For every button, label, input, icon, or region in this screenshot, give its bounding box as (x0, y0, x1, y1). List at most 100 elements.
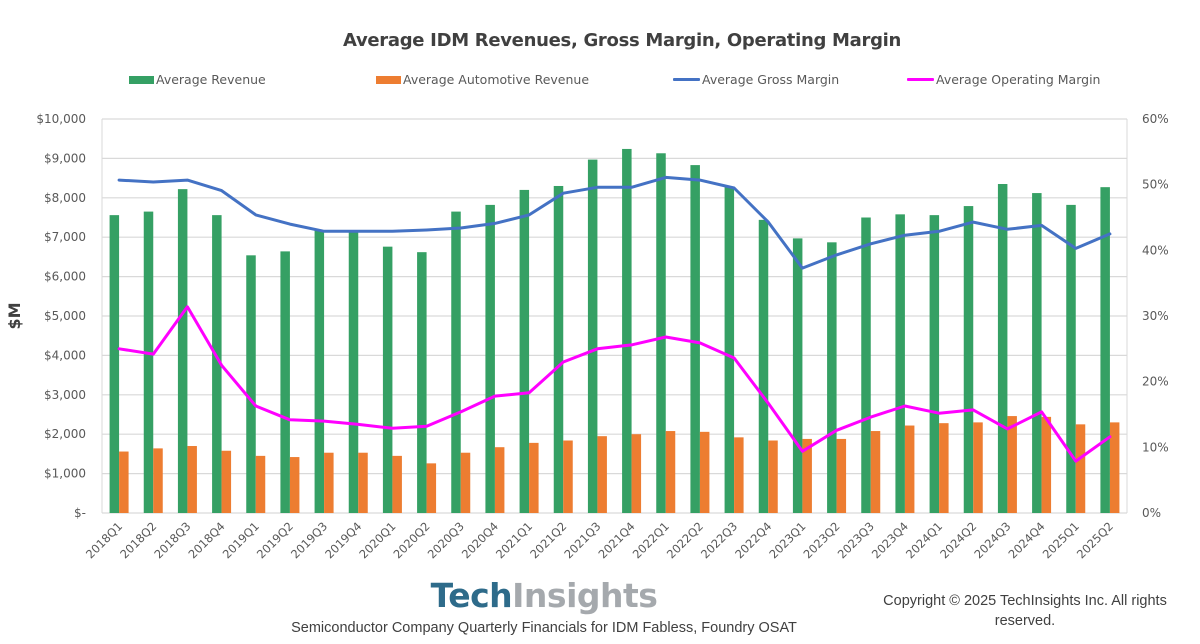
y2-tick-label: 40% (1142, 243, 1169, 257)
x-tick-label: 2020Q1 (356, 519, 398, 561)
line-average-operating-margin (117, 305, 1112, 463)
legend-label: Average Operating Margin (936, 72, 1101, 87)
x-tick-label: 2022Q1 (630, 519, 672, 561)
bar-average-automotive-revenue (939, 423, 949, 513)
x-tick-label: 2022Q4 (732, 519, 774, 561)
bar-average-revenue (622, 148, 632, 513)
bar-average-revenue (929, 215, 940, 514)
y2-tick-label: 10% (1142, 440, 1169, 454)
bar-average-revenue (519, 189, 530, 514)
bar-average-revenue (485, 204, 495, 513)
x-tick-label: 2025Q1 (1040, 519, 1082, 561)
y-tick-label: $9,000 (44, 151, 86, 165)
y-tick-label: $2,000 (44, 427, 86, 441)
y2-tick-label: 0% (1142, 506, 1161, 520)
bar-average-automotive-revenue (699, 431, 710, 513)
bar-average-automotive-revenue (1041, 416, 1052, 513)
copyright-notice: Copyright © 2025 TechInsights Inc. All r… (883, 593, 1167, 629)
y-tick-label: $3,000 (44, 388, 86, 402)
logo-insights: Insights (512, 576, 658, 615)
bar-average-revenue (314, 230, 325, 513)
footer-subtitle: Semiconductor Company Quarterly Financia… (291, 620, 797, 636)
bar-average-revenue (997, 184, 1008, 513)
y-tick-label: $- (74, 506, 86, 520)
bar-average-automotive-revenue (324, 452, 334, 513)
legend-swatch-magenta-line (907, 78, 934, 81)
y2-tick-label: 30% (1142, 309, 1169, 323)
bar-average-revenue (656, 153, 666, 513)
legend-label: Average Gross Margin (702, 72, 840, 87)
x-tick-label: 2024Q4 (1006, 519, 1048, 561)
bar-average-revenue (861, 217, 871, 513)
legend-item-average-revenue[interactable]: Average Revenue (129, 72, 266, 87)
bar-average-revenue (724, 187, 735, 514)
bar-average-revenue (963, 206, 974, 513)
bar-average-revenue (690, 165, 700, 513)
bar-average-revenue (1032, 193, 1042, 513)
bars (109, 148, 1120, 514)
x-tick-label: 2018Q2 (117, 519, 159, 561)
line-average-gross-margin (117, 175, 1112, 270)
bar-average-revenue (758, 219, 769, 513)
legend-item-average-operating-margin[interactable]: Average Operating Margin (907, 72, 1100, 87)
bar-average-revenue (1100, 187, 1110, 514)
bar-average-revenue (451, 211, 461, 513)
bar-average-revenue (109, 215, 120, 514)
bar-average-automotive-revenue (734, 437, 744, 513)
bar-average-automotive-revenue (904, 425, 915, 513)
legend-item-average-gross-margin[interactable]: Average Gross Margin (673, 72, 839, 87)
bar-average-automotive-revenue (358, 452, 368, 513)
bar-average-automotive-revenue (1109, 422, 1120, 513)
bar-average-automotive-revenue (768, 440, 778, 513)
bar-average-revenue (553, 185, 564, 514)
bar-average-revenue (587, 159, 598, 513)
y-tick-label: $7,000 (44, 230, 86, 244)
bar-average-revenue (246, 255, 256, 513)
bar-average-automotive-revenue (563, 440, 573, 513)
legend-swatch-orange-bar (376, 75, 401, 84)
bar-average-automotive-revenue (426, 463, 437, 513)
bar-average-revenue (895, 214, 905, 513)
bar-average-automotive-revenue (973, 422, 983, 513)
x-tick-label: 2024Q3 (971, 519, 1013, 561)
x-tick-label: 2024Q2 (937, 519, 979, 561)
y-tick-label: $6,000 (44, 270, 86, 284)
x-tick-label: 2018Q3 (151, 519, 193, 561)
bar-average-automotive-revenue (221, 450, 232, 513)
y-tick-label: $1,000 (44, 467, 86, 481)
bar-average-automotive-revenue (255, 455, 266, 513)
x-tick-label: 2021Q3 (561, 519, 603, 561)
bar-average-revenue (382, 246, 393, 513)
x-tick-label: 2025Q2 (1074, 519, 1116, 561)
bar-average-automotive-revenue (187, 446, 197, 513)
bar-average-revenue (417, 252, 427, 513)
bar-average-revenue (1066, 204, 1076, 513)
bar-average-revenue (348, 231, 359, 514)
bar-average-automotive-revenue (289, 457, 300, 513)
x-tick-label: 2021Q4 (596, 519, 638, 561)
x-tick-label: 2020Q3 (425, 519, 467, 561)
bar-average-automotive-revenue (631, 434, 642, 513)
x-tick-label: 2021Q2 (527, 519, 569, 561)
techinsights-logo: TechInsights (0, 576, 1088, 615)
x-tick-label: 2024Q1 (903, 519, 945, 561)
chart-title: Average IDM Revenues, Gross Margin, Oper… (342, 30, 902, 51)
y-tick-label: $4,000 (44, 348, 86, 362)
bar-average-automotive-revenue (529, 442, 539, 513)
x-tick-label: 2021Q1 (493, 519, 535, 561)
x-tick-label: 2019Q1 (220, 519, 262, 561)
legend-item-average-automotive-revenue[interactable]: Average Automotive Revenue (376, 72, 589, 87)
y-tick-label: $5,000 (44, 309, 86, 323)
x-tick-label: 2019Q4 (322, 519, 364, 561)
y-axis-label: $M (5, 302, 24, 329)
x-tick-label: 2023Q2 (801, 519, 843, 561)
bar-average-automotive-revenue (836, 438, 847, 513)
logo-tech: Tech (430, 576, 513, 615)
x-tick-label: 2020Q4 (459, 519, 501, 561)
gridlines (101, 118, 1128, 514)
x-tick-label: 2019Q3 (288, 519, 330, 561)
bar-average-revenue (212, 215, 222, 514)
legend-label: Average Automotive Revenue (403, 72, 590, 87)
bar-average-revenue (177, 189, 188, 513)
